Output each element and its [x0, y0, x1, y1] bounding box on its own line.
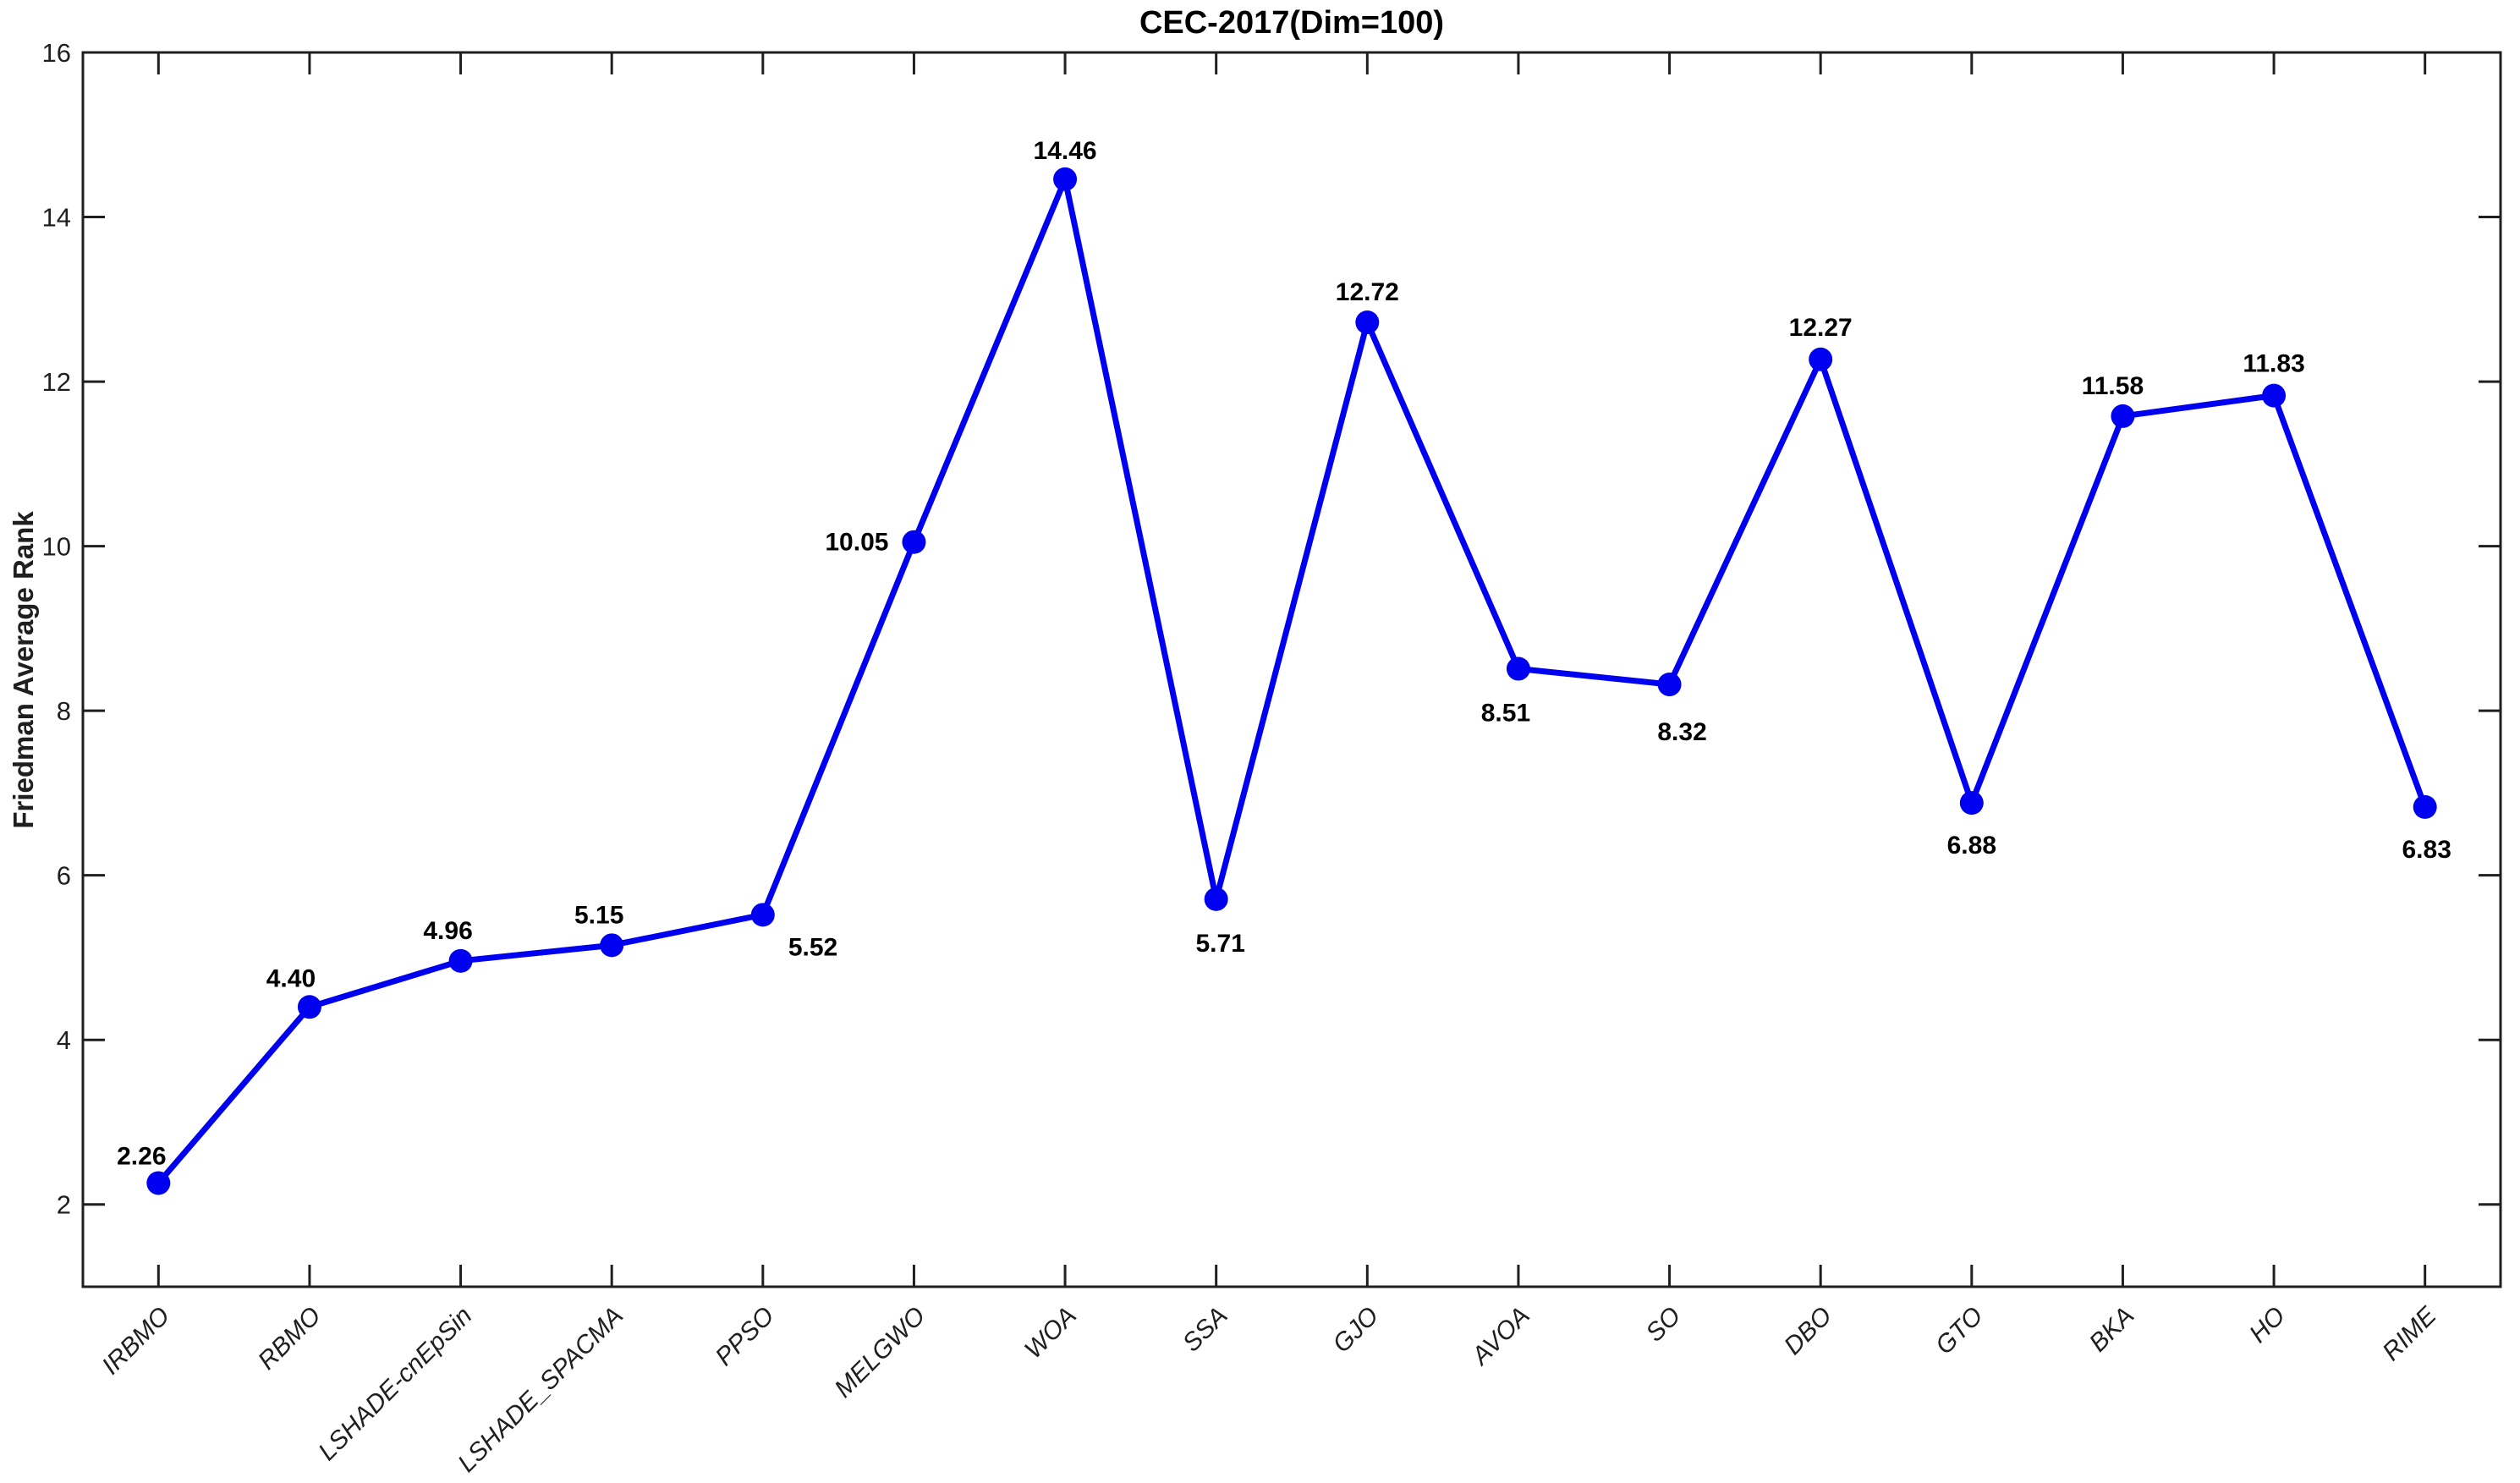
data-point-label: 11.58: [2082, 372, 2144, 400]
x-tick-label: LSHADE-cnEpSin: [313, 1302, 477, 1466]
data-point-label: 8.51: [1481, 700, 1530, 728]
x-tick-label: PPSO: [710, 1302, 779, 1371]
x-tick-label: IRBMO: [96, 1302, 175, 1381]
y-tick-label: 16: [42, 38, 71, 68]
data-point-label: 12.27: [1789, 314, 1853, 342]
data-point-marker: [1355, 310, 1380, 335]
x-tick-label: DBO: [1779, 1302, 1837, 1360]
y-tick-label: 10: [42, 532, 71, 562]
x-tick-label: HO: [2244, 1302, 2291, 1348]
data-point-label: 5.71: [1195, 930, 1244, 958]
data-point-label: 5.15: [574, 901, 623, 929]
data-point-marker: [902, 530, 926, 554]
x-tick-label: AVOA: [1465, 1302, 1535, 1372]
data-point-label: 4.96: [423, 917, 472, 945]
x-tick-label: GTO: [1930, 1302, 1989, 1360]
data-point-marker: [146, 1171, 171, 1195]
data-point-marker: [1809, 347, 1833, 371]
data-point-label: 12.72: [1336, 278, 1399, 306]
data-point-label: 8.32: [1657, 718, 1706, 746]
x-tick-label: MELGWO: [829, 1302, 931, 1403]
data-point-marker: [1053, 167, 1078, 191]
data-point-marker: [1506, 656, 1530, 681]
data-point-label: 5.52: [788, 933, 837, 961]
y-tick-label: 14: [42, 203, 71, 233]
y-tick-label: 12: [42, 367, 71, 397]
data-point-marker: [600, 933, 624, 958]
axis-frame: [81, 51, 2502, 1288]
data-point-label: 4.40: [266, 964, 316, 992]
x-tick-label: GJO: [1327, 1302, 1384, 1359]
data-point-marker: [297, 995, 321, 1019]
data-point-label: 14.46: [1034, 137, 1097, 165]
x-tick-label: WOA: [1019, 1302, 1082, 1365]
data-point-marker: [750, 903, 775, 927]
data-point-label: 2.26: [117, 1142, 166, 1170]
data-point-label: 6.88: [1947, 832, 1996, 860]
x-tick-label: RBMO: [253, 1302, 327, 1376]
x-tick-label: SO: [1641, 1302, 1687, 1348]
y-tick-label: 4: [57, 1025, 71, 1055]
y-tick-label: 2: [57, 1190, 71, 1220]
data-point-marker: [2413, 794, 2437, 819]
data-point-marker: [1204, 887, 1228, 911]
data-point-label: 6.83: [2402, 836, 2451, 864]
series-line: [155, 176, 2429, 1186]
x-tick-label: SSA: [1178, 1302, 1233, 1358]
x-tick-label: LSHADE_SPACMA: [453, 1302, 629, 1478]
data-point-label: 10.05: [825, 529, 888, 557]
data-point-marker: [1959, 791, 1984, 816]
x-tick-label: RIME: [2377, 1301, 2442, 1366]
data-point-marker: [2262, 383, 2287, 408]
chart-title: CEC-2017(Dim=100): [1139, 5, 1445, 41]
data-point-marker: [2111, 404, 2135, 428]
y-tick-label: 8: [57, 696, 71, 726]
data-point-marker: [1657, 673, 1682, 697]
data-point-label: 11.83: [2243, 350, 2304, 378]
y-tick-label: 6: [57, 861, 71, 891]
data-point-marker: [448, 948, 473, 973]
y-axis-title: Friedman Average Rank: [8, 511, 39, 829]
x-tick-label: BKA: [2084, 1302, 2140, 1358]
